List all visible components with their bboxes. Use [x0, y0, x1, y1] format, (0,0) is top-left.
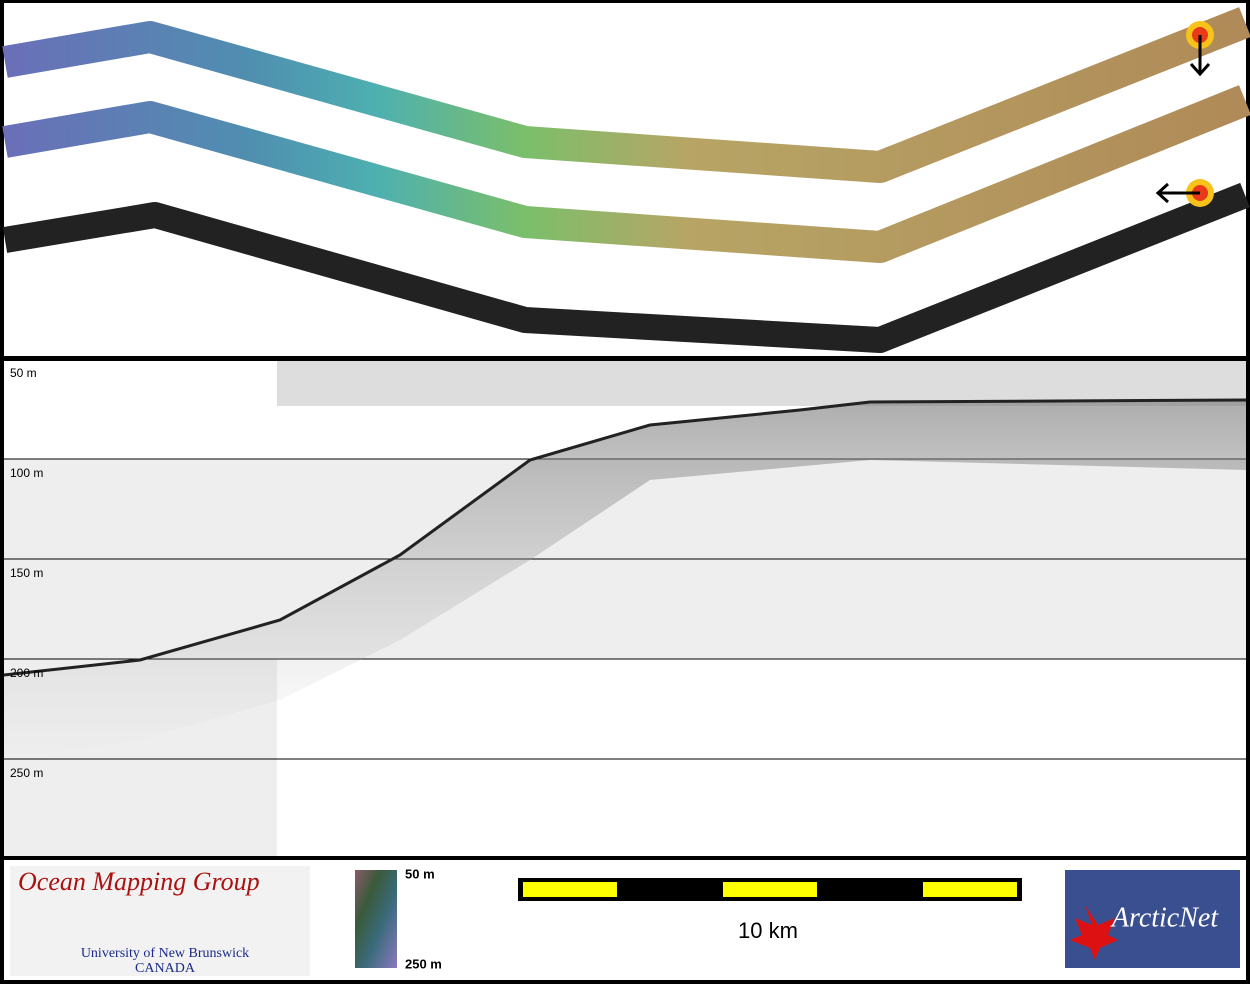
- sun-icon-2: [1155, 179, 1214, 207]
- depth-label: 100 m: [10, 466, 43, 480]
- depth-label: 50 m: [10, 366, 37, 380]
- scale-label: 10 km: [738, 918, 798, 943]
- logo-university: University of New Brunswick: [81, 946, 249, 961]
- logo-country: CANADA: [135, 961, 196, 976]
- swath-bathymetry-2: [2, 85, 1250, 263]
- depth-label: 150 m: [10, 566, 43, 580]
- colorbar: [355, 870, 397, 968]
- colorbar-label: 250 m: [405, 956, 442, 971]
- maple-leaf: [1070, 905, 1118, 960]
- sediment: [4, 400, 1246, 760]
- water-column-noise: [277, 361, 1246, 406]
- logo-title: Ocean Mapping Group: [18, 867, 260, 896]
- swath-backscatter: [2, 182, 1250, 353]
- swath-bathymetry: [2, 7, 1250, 183]
- scale-bar: [518, 878, 1022, 901]
- colorbar-label: 50 m: [405, 866, 435, 881]
- depth-label: 250 m: [10, 766, 43, 780]
- depth-label: 200 m: [10, 666, 43, 680]
- seafloor-reflector: [3, 398, 1247, 677]
- logo-background: [10, 866, 310, 976]
- sun-icon: [1186, 21, 1214, 77]
- arcticnet-name: ArcticNet: [1110, 902, 1219, 933]
